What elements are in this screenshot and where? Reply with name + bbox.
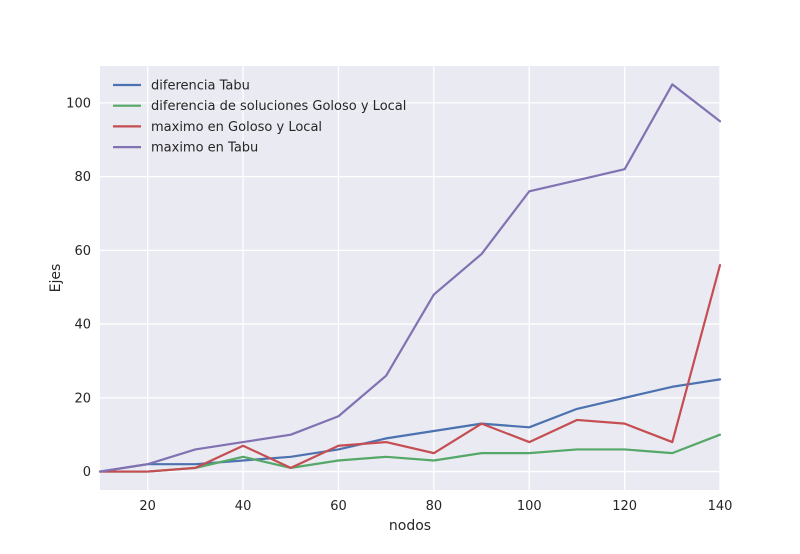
y-axis-label: Ejes: [48, 264, 64, 293]
x-axis-label: nodos: [389, 518, 431, 534]
tick-labels: 20 40 60 80 100 120 140 0 20 40 60 80 100: [66, 96, 732, 514]
grid-lines: [100, 66, 721, 490]
series-layer: [98, 83, 722, 473]
x-tick-label: 60: [330, 499, 347, 514]
legend-label: maximo en Goloso y Local: [151, 120, 322, 135]
y-tick-label: 100: [66, 96, 91, 111]
series-line-2: [98, 433, 722, 473]
x-tick-label: 100: [517, 499, 542, 514]
legend-label: diferencia Tabu: [151, 79, 250, 94]
legend-label: diferencia de soluciones Goloso y Local: [151, 99, 406, 114]
y-tick-label: 60: [74, 244, 91, 259]
y-tick-label: 40: [74, 318, 91, 333]
y-tick-label: 0: [83, 465, 91, 480]
series-line-3: [98, 264, 722, 473]
x-tick-label: 140: [708, 499, 733, 514]
x-tick-label: 120: [612, 499, 637, 514]
x-tick-label: 40: [235, 499, 252, 514]
y-tick-label: 80: [74, 170, 91, 185]
series-line-4: [98, 83, 722, 473]
x-tick-label: 80: [426, 499, 443, 514]
legend-label: maximo en Tabu: [151, 141, 258, 156]
legend: diferencia Tabu diferencia de soluciones …: [113, 79, 406, 156]
x-tick-label: 20: [139, 499, 156, 514]
plot-background: [100, 66, 720, 490]
y-tick-label: 20: [74, 391, 91, 406]
